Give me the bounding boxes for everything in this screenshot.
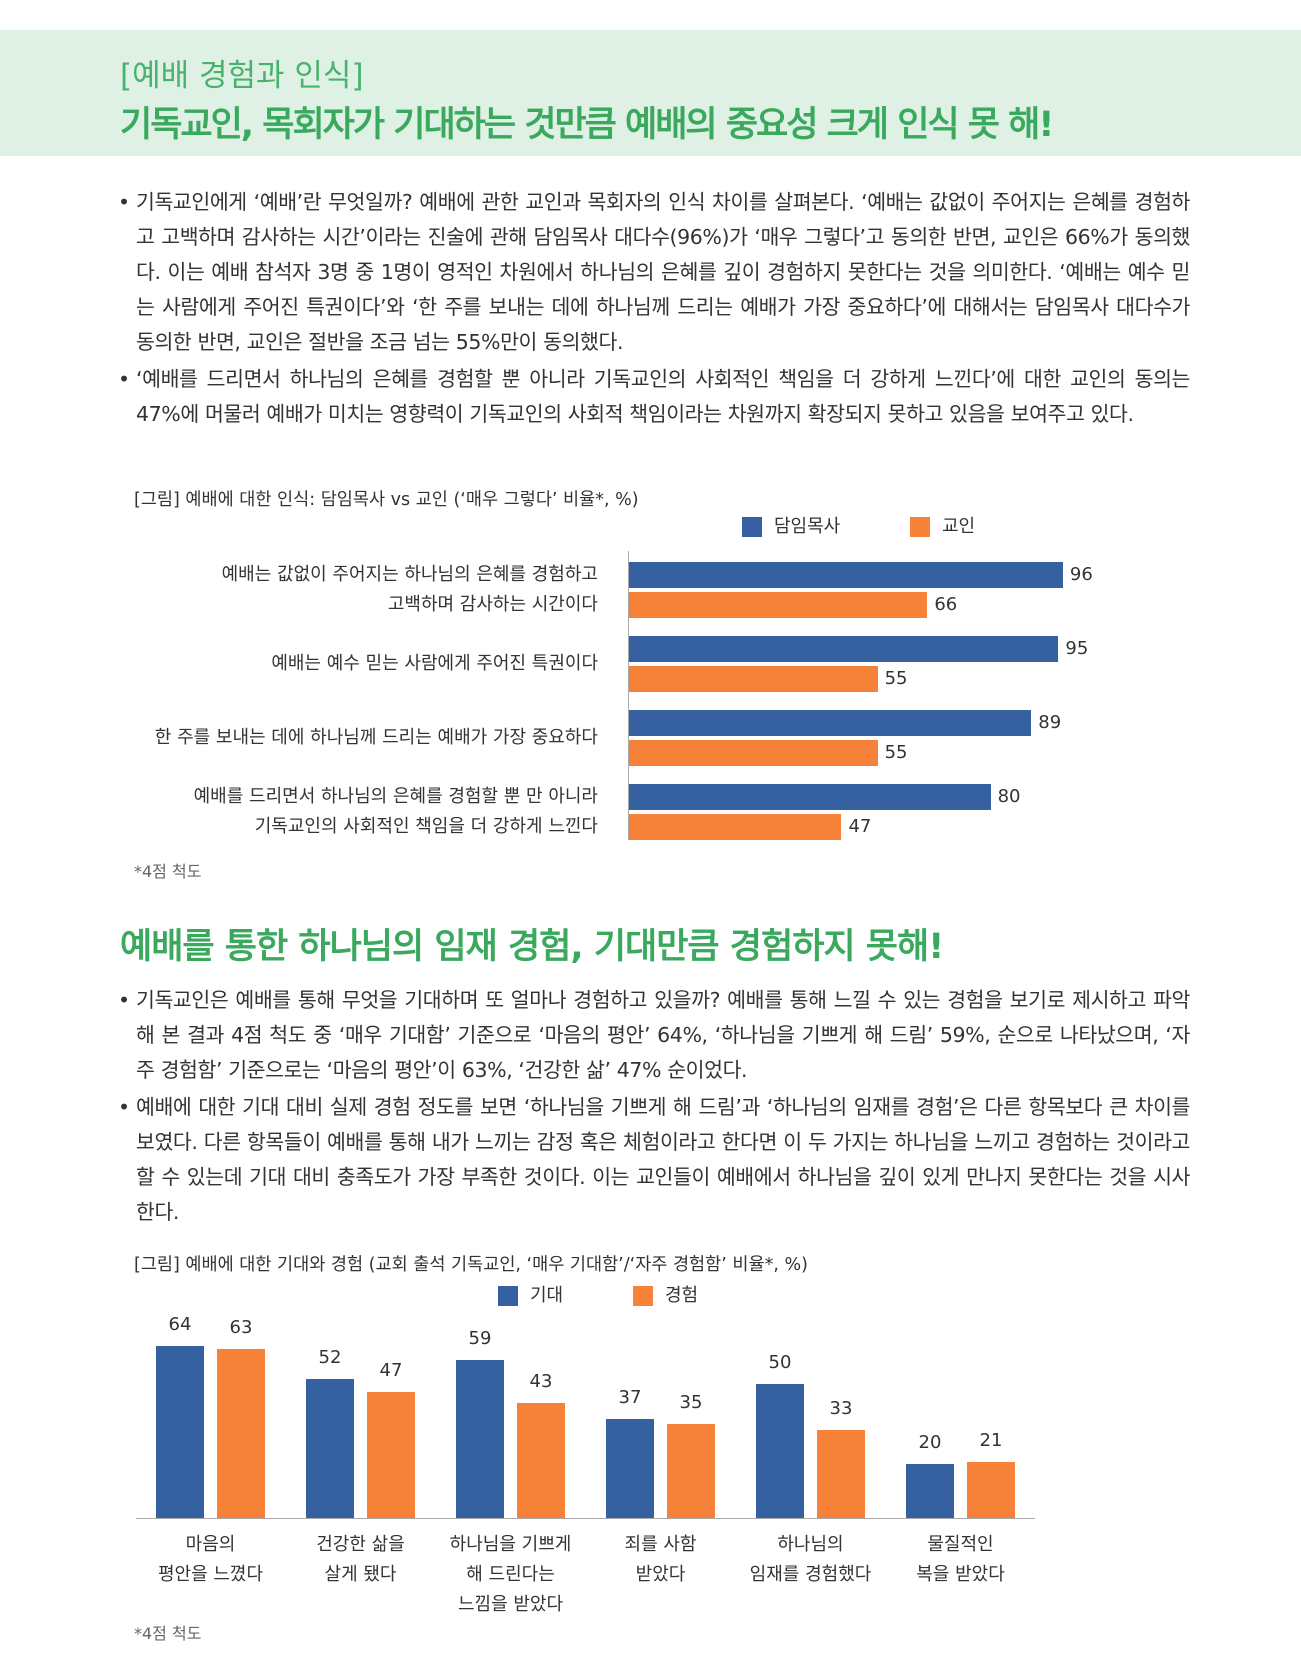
value-label: 52 <box>318 1346 342 1368</box>
bar <box>456 1359 504 1518</box>
value-label: 50 <box>768 1352 792 1373</box>
bar <box>217 1349 265 1518</box>
header-title: 기독교인, 목회자가 기대하는 것만큼 예배의 중요성 크게 인식 못 해! <box>120 105 1054 145</box>
value-label: 33 <box>829 1397 853 1419</box>
bar <box>906 1464 954 1518</box>
bullet: ‘예배를 드리면서 하나님의 은혜를 경험할 뿐 아니라 기독교인의 사회적인 … <box>118 362 1190 432</box>
legend-label: 경험 <box>665 1285 699 1306</box>
bar <box>629 814 842 840</box>
category-label: 하나님의 임재를 경험했다 <box>749 1534 872 1585</box>
legend-label: 교인 <box>942 516 976 537</box>
value-label: 55 <box>884 668 908 689</box>
legend-swatch <box>910 517 930 537</box>
category-label: 물질적인 복을 받았다 <box>916 1534 1005 1585</box>
category-label: 죄를 사함 받았다 <box>624 1534 697 1585</box>
bar <box>967 1461 1015 1518</box>
bar <box>306 1378 354 1518</box>
category-label: 하나님을 기쁘게 해 드린다는 느낌을 받았다 <box>449 1534 572 1615</box>
bar <box>517 1402 565 1518</box>
bar <box>629 666 878 692</box>
bullet: 기독교인에게 ‘예배’란 무엇일까? 예배에 관한 교인과 목회자의 인식 차이… <box>118 185 1190 360</box>
bar <box>629 740 878 766</box>
value-label: 37 <box>618 1386 642 1408</box>
bar <box>629 592 928 618</box>
legend-label: 기대 <box>530 1285 564 1306</box>
chart-title: [그림] 예배에 대한 인식: 담임목사 vs 교인 (‘매우 그렇다’ 비율*… <box>134 490 639 510</box>
bullet-list: 기독교인은 예배를 통해 무엇을 기대하며 또 얼마나 경험하고 있을까? 예배… <box>118 983 1190 1232</box>
category-label: 예배를 드리면서 하나님의 은혜를 경험할 뿐 만 아니라 기독교인의 사회적인… <box>193 786 598 837</box>
header-band: [예배 경험과 인식] 기독교인, 목회자가 기대하는 것만큼 예배의 중요성 … <box>0 30 1301 156</box>
legend-swatch <box>498 1286 518 1306</box>
value-label: 89 <box>1038 712 1062 733</box>
value-label: 66 <box>934 594 958 615</box>
bar <box>156 1346 204 1518</box>
value-label: 59 <box>468 1327 492 1349</box>
category-label: 마음의 평안을 느꼈다 <box>157 1534 264 1585</box>
bullet-list: 기독교인에게 ‘예배’란 무엇일까? 예배에 관한 교인과 목회자의 인식 차이… <box>118 185 1190 434</box>
axis-line <box>136 1518 1035 1519</box>
bar <box>629 784 991 810</box>
value-label: 47 <box>848 816 872 837</box>
bar <box>817 1429 865 1518</box>
chart-note: *4점 척도 <box>134 1624 202 1643</box>
value-label: 95 <box>1065 638 1089 659</box>
value-label: 43 <box>529 1370 553 1392</box>
chart-note: *4점 척도 <box>134 862 202 881</box>
legend-swatch <box>742 517 762 537</box>
legend-swatch <box>633 1286 653 1306</box>
value-label: 63 <box>229 1317 253 1339</box>
category-label: 예배는 값없이 주어지는 하나님의 은혜를 경험하고 고백하며 감사하는 시간이… <box>221 564 598 615</box>
value-label: 35 <box>679 1392 703 1414</box>
value-label: 80 <box>997 786 1021 807</box>
bullet: 기독교인은 예배를 통해 무엇을 기대하며 또 얼마나 경험하고 있을까? 예배… <box>118 983 1190 1088</box>
axis-line <box>628 551 629 840</box>
value-label: 21 <box>979 1429 1003 1451</box>
chart-title: [그림] 예배에 대한 기대와 경험 (교회 출석 기독교인, ‘매우 기대함’… <box>134 1255 808 1275</box>
bar <box>606 1418 654 1518</box>
value-label: 20 <box>918 1432 942 1454</box>
bullet: 예배에 대한 기대 대비 실제 경험 정도를 보면 ‘하나님을 기쁘게 해 드림… <box>118 1090 1190 1230</box>
bar <box>629 562 1063 588</box>
value-label: 55 <box>884 742 908 763</box>
value-label: 64 <box>168 1314 192 1336</box>
value-label: 47 <box>379 1360 403 1382</box>
bar <box>756 1384 804 1518</box>
bar <box>367 1392 415 1518</box>
bar <box>629 636 1059 662</box>
bar <box>629 710 1032 736</box>
category-label: 건강한 삶을 살게 됐다 <box>316 1534 405 1585</box>
category-label: 예배는 예수 믿는 사람에게 주어진 특권이다 <box>271 653 598 674</box>
value-label: 96 <box>1069 564 1093 585</box>
header-subtitle: [예배 경험과 인식] <box>120 58 364 94</box>
section-title: 예배를 통한 하나님의 임재 경험, 기대만큼 경험하지 못해! <box>120 927 944 967</box>
category-label: 한 주를 보내는 데에 하나님께 드리는 예배가 가장 중요하다 <box>154 727 598 748</box>
bar <box>667 1424 715 1518</box>
legend-label: 담임목사 <box>774 516 841 537</box>
